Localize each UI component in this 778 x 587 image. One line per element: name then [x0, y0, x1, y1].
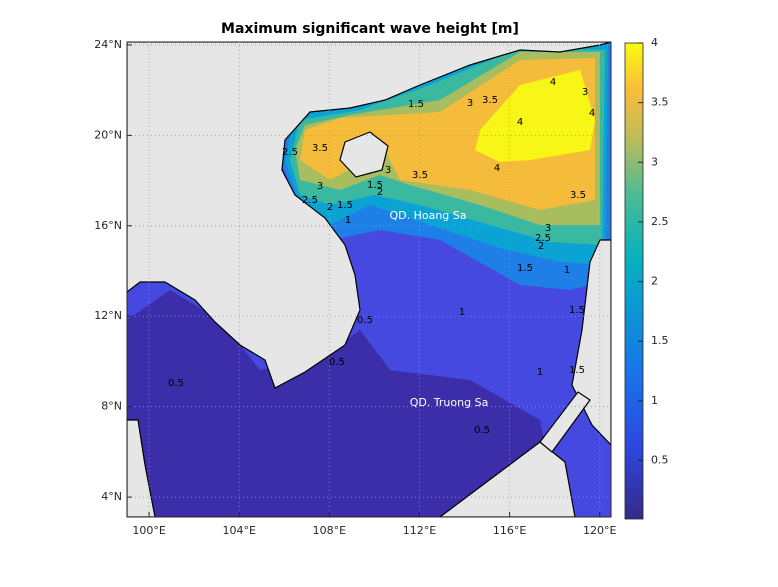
x-tick-label: 100°E — [132, 524, 165, 537]
map-field — [127, 42, 611, 517]
contour-label: 3 — [582, 87, 588, 98]
colorbar-label: 2.5 — [651, 215, 669, 228]
contour-label: 1 — [459, 307, 465, 318]
y-tick-label: 16°N — [94, 219, 122, 232]
contour-label: 1.5 — [367, 180, 383, 191]
contour-label: 1.5 — [569, 305, 585, 316]
colorbar-label: 3.5 — [651, 96, 669, 109]
contour-label: 3.5 — [312, 143, 328, 154]
contour-label: 2.5 — [282, 147, 298, 158]
sea-band — [475, 70, 595, 162]
contour-label: 3 — [317, 181, 323, 192]
y-tick-label: 12°N — [94, 309, 122, 322]
contour-label: 3 — [545, 223, 551, 234]
colorbar — [624, 42, 644, 520]
colorbar-label: 1.5 — [651, 334, 669, 347]
contour-label: 2 — [538, 241, 544, 252]
land — [571, 239, 611, 446]
land — [539, 391, 591, 453]
land — [127, 419, 156, 517]
x-tick-label: 108°E — [313, 524, 346, 537]
contour-label: 4 — [550, 77, 556, 88]
y-tick-label: 20°N — [94, 128, 122, 141]
contour-label: 4 — [517, 117, 523, 128]
map-title: Maximum significant wave height [m] — [221, 21, 519, 37]
colorbar-label: 3 — [651, 155, 658, 168]
contour-label: 1.5 — [517, 263, 533, 274]
x-tick-label: 112°E — [403, 524, 436, 537]
contour-label: 0.5 — [329, 357, 345, 368]
y-tick-label: 4°N — [101, 490, 122, 503]
colorbar-label: 2 — [651, 275, 658, 288]
contour-label: 2 — [377, 187, 383, 198]
sea-low — [127, 290, 560, 517]
colorbar-label: 4 — [651, 36, 658, 49]
contour-label: 1 — [345, 215, 351, 226]
x-tick-label: 120°E — [583, 524, 616, 537]
contour-label: 3 — [467, 98, 473, 109]
x-tick-label: 104°E — [222, 524, 255, 537]
contour-label: 1.5 — [337, 200, 353, 211]
contour-label: 4 — [494, 163, 500, 174]
colorbar-label: 0.5 — [651, 454, 669, 467]
colorbar-label: 1 — [651, 394, 658, 407]
contour-label: 0.5 — [474, 425, 490, 436]
y-tick-label: 8°N — [101, 400, 122, 413]
contour-label: 4 — [589, 108, 595, 119]
contour-label: 2 — [327, 202, 333, 213]
contour-label: 3 — [385, 165, 391, 176]
land — [339, 131, 389, 178]
plot-frame — [126, 41, 612, 518]
contour-label: 1 — [564, 265, 570, 276]
contour-label: 2.5 — [535, 233, 551, 244]
x-tick-label: 116°E — [493, 524, 526, 537]
contour-label: 3.5 — [570, 190, 586, 201]
land — [127, 42, 611, 389]
place-label: QD. Truong Sa — [410, 396, 489, 409]
contour-label: 3.5 — [482, 95, 498, 106]
contour-label: 1.5 — [408, 99, 424, 110]
y-tick-label: 24°N — [94, 38, 122, 51]
contour-label: 3.5 — [412, 170, 428, 181]
contour-label: 1 — [537, 367, 543, 378]
contour-label: 1.5 — [569, 365, 585, 376]
contour-label: 0.5 — [357, 315, 373, 326]
place-label: QD. Hoang Sa — [389, 209, 466, 222]
contour-label: 0.5 — [168, 378, 184, 389]
contour-label: 2.5 — [302, 195, 318, 206]
